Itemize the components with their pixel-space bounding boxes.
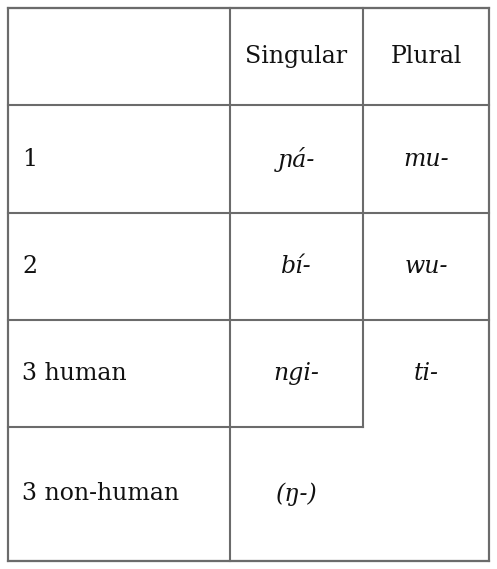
- Text: wu-: wu-: [404, 255, 448, 278]
- Text: ti-: ti-: [414, 362, 438, 385]
- Text: 3 non-human: 3 non-human: [22, 483, 179, 505]
- Text: Plural: Plural: [390, 45, 462, 68]
- Text: 2: 2: [22, 255, 37, 278]
- Text: 1: 1: [22, 147, 37, 171]
- Text: (ŋ-): (ŋ-): [276, 483, 318, 506]
- Text: 3 human: 3 human: [22, 362, 127, 385]
- Text: bí-: bí-: [281, 255, 312, 278]
- Text: Singular: Singular: [246, 45, 347, 68]
- Text: ngi-: ngi-: [273, 362, 320, 385]
- Text: ɲá-: ɲá-: [278, 146, 315, 171]
- Text: mu-: mu-: [403, 147, 449, 171]
